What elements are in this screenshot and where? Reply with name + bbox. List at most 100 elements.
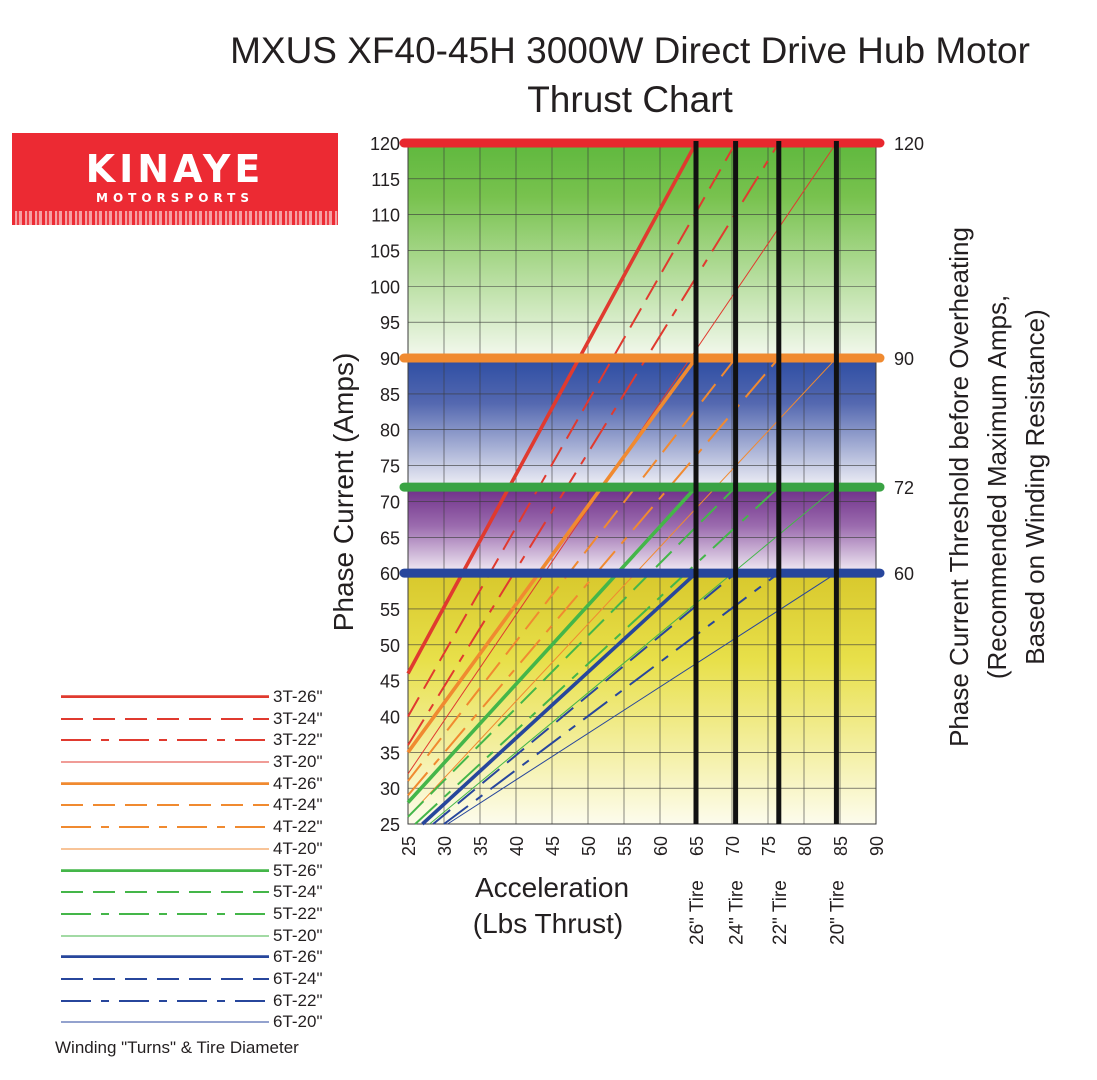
legend-label: 4T-22" — [273, 817, 323, 837]
legend-swatch — [61, 781, 269, 785]
y-tick-75: 75 — [380, 457, 400, 477]
y2-axis-label-line3: Based on Winding Resistance) — [1020, 309, 1050, 665]
y-tick-60: 60 — [380, 564, 400, 584]
legend-swatch — [61, 935, 269, 937]
axis-labels: Acceleration (Lbs Thrust) Phase Current (A… — [328, 227, 1050, 939]
tire-marker-label-0: 26" Tire — [687, 880, 708, 945]
legend-label: 6T-20" — [273, 1012, 323, 1032]
logo-subtext: MOTORSPORTS — [96, 191, 254, 205]
legend-swatch — [61, 695, 269, 698]
x-axis-label-units: (Lbs Thrust) — [473, 908, 623, 939]
legend-item-4T-24: 4T-24" — [55, 794, 355, 816]
y-tick-70: 70 — [380, 492, 400, 512]
x-tick-25: 25 — [399, 836, 419, 856]
x-tick-55: 55 — [615, 836, 635, 856]
tire-marker-label-1: 24" Tire — [727, 880, 748, 945]
series-line-5T-20 — [429, 486, 837, 825]
y-axis-label: Phase Current (Amps) — [328, 353, 359, 632]
series-lines — [406, 142, 837, 826]
y-tick-25: 25 — [380, 815, 400, 835]
axis-ticks: 25 30 35 40 45 50 55 60 65 70 75 80 85 90 95 100 105 110 1… — [370, 134, 887, 856]
legend-item-6T-24: 6T-24" — [55, 968, 355, 990]
x-tick-40: 40 — [507, 836, 527, 856]
legend-item-6T-26: 6T-26" — [55, 946, 355, 968]
legend-item-3T-26: 3T-26" — [55, 686, 355, 708]
x-tick-85: 85 — [831, 836, 851, 856]
legend-swatch — [61, 761, 269, 763]
x-tick-35: 35 — [471, 836, 491, 856]
legend-item-3T-20: 3T-20" — [55, 751, 355, 773]
y-tick-50: 50 — [380, 636, 400, 656]
legend-label: 6T-24" — [273, 968, 323, 988]
x-tick-70: 70 — [723, 836, 743, 856]
band-1 — [408, 358, 876, 488]
y-tick-100: 100 — [370, 277, 400, 297]
x-tick-80: 80 — [795, 836, 815, 856]
x-tick-50: 50 — [579, 836, 599, 856]
series-line-3T-22 — [407, 142, 780, 746]
legend-item-4T-20: 4T-20" — [55, 838, 355, 860]
legend-label: 3T-24" — [273, 708, 323, 728]
legend-item-5T-24: 5T-24" — [55, 881, 355, 903]
legend-swatch — [61, 804, 269, 807]
y-tick-40: 40 — [380, 707, 400, 727]
band-2 — [408, 487, 876, 574]
y-tick-30: 30 — [380, 779, 400, 799]
legend-swatch — [61, 912, 269, 915]
legend-item-5T-22: 5T-22" — [55, 903, 355, 925]
legend-swatch — [61, 739, 269, 742]
legend-swatch — [61, 955, 269, 959]
legend-swatch — [61, 868, 269, 872]
x-tick-65: 65 — [687, 836, 707, 856]
threshold-lines: 120 90 72 60 — [399, 134, 924, 584]
series-line-4T-26 — [406, 356, 698, 754]
y-tick-55: 55 — [380, 600, 400, 620]
series-line-6T-20 — [447, 572, 837, 825]
legend-label: 4T-26" — [273, 773, 323, 793]
legend-label: 4T-20" — [273, 838, 323, 858]
legend-label: 5T-20" — [273, 925, 323, 945]
chart-subtitle: Thrust Chart — [527, 79, 733, 120]
series-line-6T-24 — [432, 572, 737, 825]
x-tick-60: 60 — [651, 836, 671, 856]
x-tick-30: 30 — [435, 836, 455, 856]
y-tick-120: 120 — [370, 134, 400, 154]
series-line-4T-20 — [407, 357, 837, 818]
legend-label: 6T-26" — [273, 947, 323, 967]
y2-axis-label-line2: (Recommended Maximum Amps, — [982, 295, 1012, 679]
legend-item-5T-20: 5T-20" — [55, 925, 355, 947]
x-tick-75: 75 — [759, 836, 779, 856]
legend-swatch — [61, 1021, 269, 1023]
series-line-5T-24 — [407, 486, 737, 818]
legend-swatch — [61, 826, 269, 829]
x-tick-90: 90 — [867, 836, 887, 856]
y-tick-65: 65 — [380, 528, 400, 548]
series-line-3T-24 — [407, 142, 737, 717]
legend-swatch — [61, 848, 269, 850]
series-line-6T-22 — [443, 572, 780, 825]
series-line-5T-22 — [414, 486, 780, 825]
legend-label: 3T-26" — [273, 687, 323, 706]
series-line-3T-26 — [406, 142, 698, 675]
y-tick-110: 110 — [371, 206, 400, 226]
tire-marker-label-2: 22" Tire — [770, 880, 791, 945]
tire-marker-label-3: 20" Tire — [827, 880, 848, 945]
legend-caption: Winding "Turns" & Tire Diameter — [55, 1038, 299, 1057]
kinaye-logo: KINAYE MOTORSPORTS — [12, 133, 338, 225]
threshold-label-72: 72 — [894, 478, 914, 498]
logo-texture — [12, 211, 338, 225]
legend-label: 5T-26" — [273, 860, 323, 880]
threshold-label-60: 60 — [894, 564, 914, 584]
legend-item-6T-22: 6T-22" — [55, 990, 355, 1012]
chart-title: MXUS XF40-45H 3000W Direct Drive Hub Mot… — [230, 30, 1030, 71]
y-tick-85: 85 — [380, 385, 400, 405]
legend-swatch — [61, 891, 269, 894]
x-axis-label: Acceleration — [475, 872, 629, 903]
y-tick-95: 95 — [380, 313, 400, 333]
y-tick-90: 90 — [380, 349, 400, 369]
legend-label: 3T-22" — [273, 730, 323, 750]
y-tick-35: 35 — [380, 743, 400, 763]
series-line-6T-26 — [421, 571, 698, 826]
legend-swatch — [61, 717, 269, 720]
